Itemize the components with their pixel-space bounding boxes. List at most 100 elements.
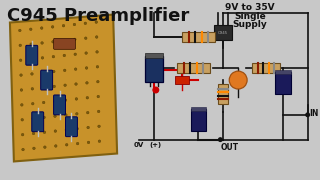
Circle shape [52,55,55,58]
Circle shape [64,99,67,101]
Circle shape [52,40,54,43]
Circle shape [305,112,310,117]
Circle shape [32,132,35,135]
Circle shape [19,59,22,62]
Circle shape [96,51,98,53]
Circle shape [42,71,44,74]
Circle shape [63,39,65,42]
Circle shape [44,146,46,148]
Text: Single: Single [234,12,266,21]
Circle shape [74,68,77,70]
Circle shape [30,58,33,60]
Circle shape [54,115,56,118]
Circle shape [75,83,77,85]
Circle shape [73,23,76,26]
Circle shape [54,145,57,147]
Circle shape [87,141,90,144]
Circle shape [76,112,78,115]
Circle shape [65,143,68,146]
Bar [252,63,280,73]
Circle shape [41,42,44,44]
Circle shape [42,86,44,89]
Circle shape [75,98,78,100]
Circle shape [98,125,100,128]
Circle shape [21,133,24,136]
Bar [190,109,206,131]
Circle shape [51,26,54,28]
Circle shape [63,54,66,57]
FancyBboxPatch shape [66,117,77,137]
Circle shape [20,104,23,106]
Text: 0V: 0V [134,142,144,148]
Circle shape [76,142,79,145]
Circle shape [97,110,100,113]
Circle shape [63,69,66,72]
Circle shape [218,137,223,142]
Circle shape [229,71,247,89]
Text: C945 Preamplifier: C945 Preamplifier [7,7,189,25]
Circle shape [32,117,35,120]
Circle shape [19,29,21,32]
Bar [182,32,215,42]
Circle shape [20,74,22,76]
Circle shape [33,147,35,150]
Circle shape [74,38,76,41]
Circle shape [40,27,43,29]
Circle shape [43,131,46,134]
Circle shape [65,129,68,131]
Bar [175,76,188,84]
Circle shape [64,84,66,87]
Circle shape [42,101,45,104]
Circle shape [84,37,87,39]
Circle shape [98,140,101,143]
Circle shape [22,148,24,151]
Circle shape [86,82,88,84]
Circle shape [54,130,57,132]
FancyBboxPatch shape [32,112,44,132]
Circle shape [97,80,99,83]
Circle shape [31,73,33,75]
Bar [145,53,163,58]
FancyBboxPatch shape [41,70,52,90]
Text: (+): (+) [150,142,162,148]
Circle shape [76,127,78,130]
Bar [190,107,206,111]
Circle shape [84,22,87,25]
Circle shape [31,87,34,90]
Circle shape [95,36,98,38]
Bar [275,70,291,74]
Circle shape [19,44,21,47]
Circle shape [96,66,99,68]
Circle shape [85,52,87,54]
Bar [177,63,211,73]
Circle shape [85,67,88,69]
Text: C945: C945 [218,31,228,35]
Circle shape [41,57,44,59]
Circle shape [53,100,56,103]
Circle shape [95,21,98,23]
Circle shape [53,85,55,88]
Bar [214,26,232,40]
FancyBboxPatch shape [26,45,38,65]
Circle shape [29,28,32,31]
Circle shape [21,118,24,121]
Circle shape [97,95,100,98]
Circle shape [31,102,34,105]
Text: OUT: OUT [220,143,238,152]
Text: 9V to 35V: 9V to 35V [225,3,275,12]
Circle shape [87,126,89,129]
Bar [218,84,228,104]
Circle shape [20,89,23,91]
Circle shape [62,24,65,27]
Bar [275,72,291,94]
Circle shape [152,87,159,93]
Circle shape [30,43,32,45]
Polygon shape [10,15,117,161]
Circle shape [43,116,45,119]
Circle shape [52,70,55,73]
Bar [145,56,163,82]
Circle shape [74,53,76,56]
Circle shape [65,114,67,116]
Circle shape [86,96,89,99]
Text: Supply: Supply [233,20,268,29]
